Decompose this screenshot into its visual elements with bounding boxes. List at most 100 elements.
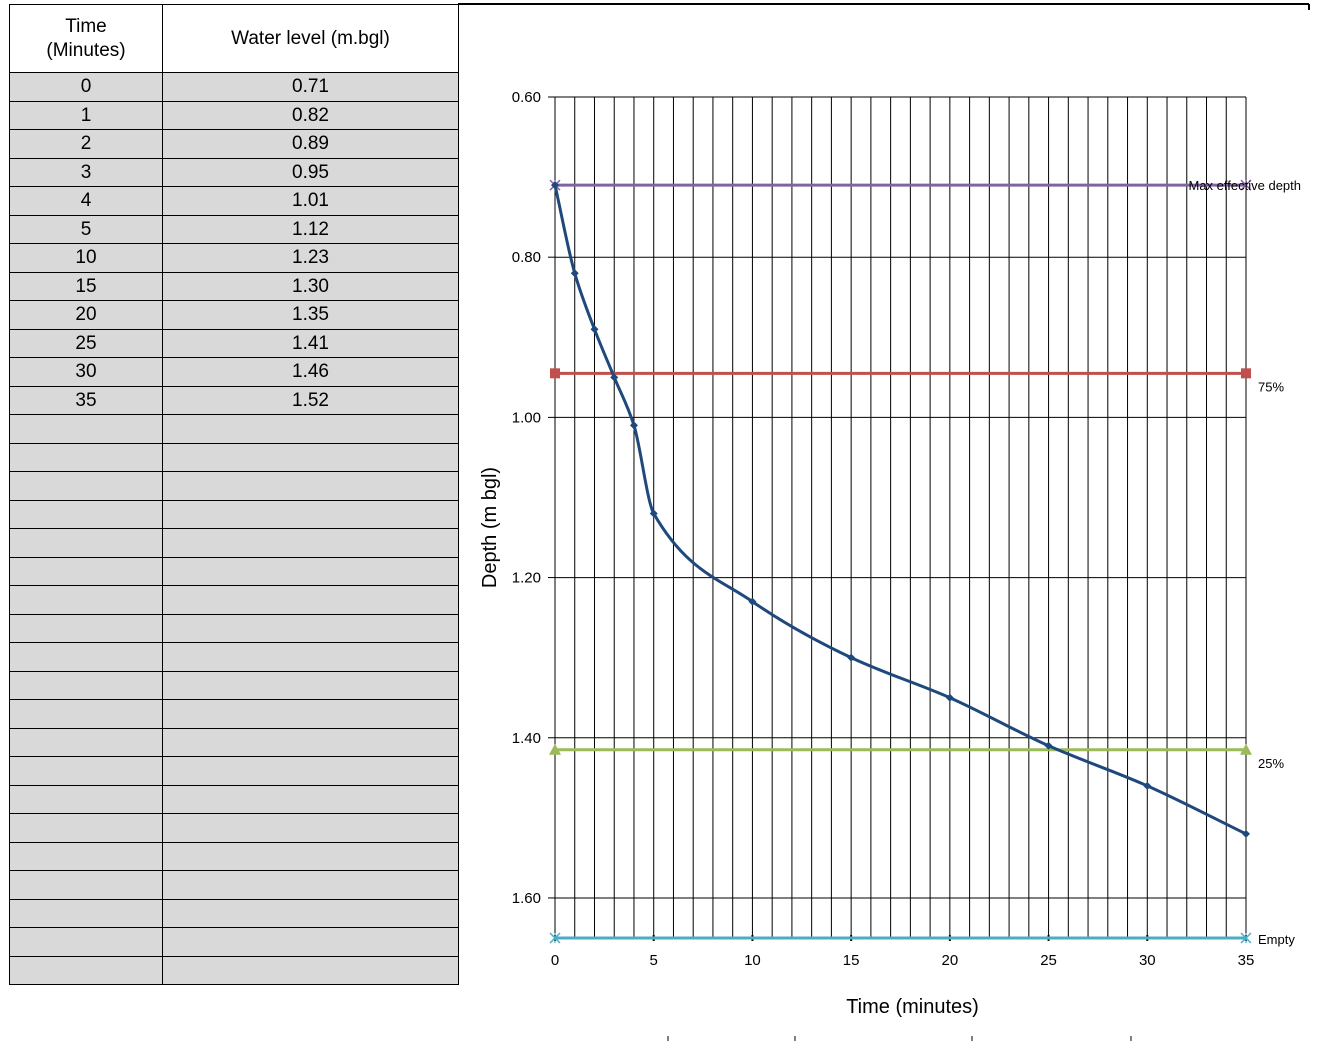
data-table: Time (Minutes) Water level (m.bgl) 0 0.71…: [9, 4, 459, 985]
table-row: 5 1.12: [9, 214, 459, 244]
x-tick-label: 5: [650, 952, 658, 969]
empty-water-level-cell: [162, 585, 459, 615]
reference-line-label: Max effective depth: [1189, 178, 1302, 193]
empty-table-row: [9, 841, 459, 871]
empty-time-cell: [9, 955, 163, 985]
empty-time-cell: [9, 471, 163, 501]
time-cell: 10: [9, 243, 163, 273]
empty-water-level-cell: [162, 813, 459, 843]
water-level-cell: 1.41: [162, 328, 459, 358]
empty-table-row: [9, 927, 459, 957]
empty-water-level-cell: [162, 471, 459, 501]
empty-time-cell: [9, 642, 163, 672]
x-tick-label: 15: [843, 952, 860, 969]
empty-water-level-cell: [162, 870, 459, 900]
series-point: [1044, 741, 1053, 750]
empty-time-cell: [9, 784, 163, 814]
time-cell: 35: [9, 385, 163, 415]
y-tick-label: 1.00: [512, 409, 541, 426]
table-body: 0 0.71 1 0.82 2 0.89 3 0.95 4 1.01 5 1.12 10 1.23 15 1.…: [9, 72, 459, 985]
empty-table-row: [9, 813, 459, 843]
empty-time-cell: [9, 528, 163, 558]
time-cell: 3: [9, 157, 163, 187]
empty-table-row: [9, 727, 459, 757]
series-point: [570, 269, 579, 278]
empty-table-row: [9, 955, 459, 985]
empty-table-row: [9, 556, 459, 586]
water-level-cell: 0.89: [162, 129, 459, 159]
y-tick-label: 1.40: [512, 730, 541, 747]
table-row: 2 0.89: [9, 129, 459, 159]
time-cell: 0: [9, 72, 163, 102]
water-level-cell: 0.95: [162, 157, 459, 187]
empty-table-row: [9, 442, 459, 472]
water-level-cell: 0.82: [162, 100, 459, 130]
reference-line-start-marker: [550, 368, 560, 379]
water-level-cell: 1.01: [162, 186, 459, 216]
table-header-row: Time (Minutes) Water level (m.bgl): [9, 4, 459, 73]
reference-line-end-marker: [1240, 743, 1252, 755]
table-row: 1 0.82: [9, 100, 459, 130]
table-row: 10 1.23: [9, 243, 459, 273]
empty-table-row: [9, 699, 459, 729]
water-level-column-header: Water level (m.bgl): [162, 4, 459, 73]
empty-time-cell: [9, 585, 163, 615]
empty-water-level-cell: [162, 898, 459, 928]
reference-line-label: 25%: [1258, 756, 1284, 771]
series-point: [1242, 829, 1250, 838]
empty-table-row: [9, 784, 459, 814]
empty-water-level-cell: [162, 642, 459, 672]
empty-time-cell: [9, 927, 163, 957]
series-point: [945, 693, 954, 702]
water-level-cell: 1.35: [162, 300, 459, 330]
series-point: [590, 325, 599, 334]
time-cell: 4: [9, 186, 163, 216]
y-tick-label: 0.80: [512, 249, 541, 266]
x-tick-label: 35: [1238, 952, 1255, 969]
empty-time-cell: [9, 414, 163, 444]
time-cell: 25: [9, 328, 163, 358]
water-level-cell: 1.12: [162, 214, 459, 244]
x-tick-label: 30: [1139, 952, 1156, 969]
series-point: [610, 373, 619, 382]
y-tick-label: 1.60: [512, 890, 541, 907]
time-cell: 2: [9, 129, 163, 159]
time-column-header: Time (Minutes): [9, 4, 163, 73]
empty-time-cell: [9, 756, 163, 786]
time-column-header-text: Time (Minutes): [46, 15, 126, 61]
empty-table-row: [9, 642, 459, 672]
table-row: 4 1.01: [9, 186, 459, 216]
empty-table-row: [9, 471, 459, 501]
water-level-column-header-text: Water level (m.bgl): [231, 28, 390, 49]
reference-line-start-marker: [549, 743, 561, 755]
gridlines: [555, 96, 1247, 938]
empty-time-cell: [9, 613, 163, 643]
empty-time-cell: [9, 699, 163, 729]
series-point: [629, 421, 638, 430]
series-point: [649, 509, 658, 518]
table-row: 3 0.95: [9, 157, 459, 187]
reference-line-start-marker: [549, 932, 561, 944]
water-level-cell: 0.71: [162, 72, 459, 102]
x-tick-label: 0: [551, 952, 559, 969]
series-point: [748, 597, 757, 606]
plot-area: [555, 97, 1246, 938]
empty-water-level-cell: [162, 442, 459, 472]
empty-time-cell: [9, 870, 163, 900]
x-tick-label: 25: [1040, 952, 1057, 969]
reference-line-end-marker: [1240, 932, 1252, 944]
reference-line-end-marker: [1241, 368, 1251, 379]
empty-water-level-cell: [162, 613, 459, 643]
x-axis-title: Time (minutes): [846, 996, 979, 1018]
table-row: 0 0.71: [9, 72, 459, 102]
series-point: [551, 181, 559, 190]
empty-time-cell: [9, 813, 163, 843]
reference-line-label: Empty: [1258, 932, 1295, 947]
y-axis-title: Depth (m bgl): [479, 467, 501, 588]
empty-time-cell: [9, 727, 163, 757]
x-tick-label: 20: [942, 952, 959, 969]
y-tick-label: 0.60: [512, 89, 541, 106]
empty-water-level-cell: [162, 727, 459, 757]
time-cell: 1: [9, 100, 163, 130]
